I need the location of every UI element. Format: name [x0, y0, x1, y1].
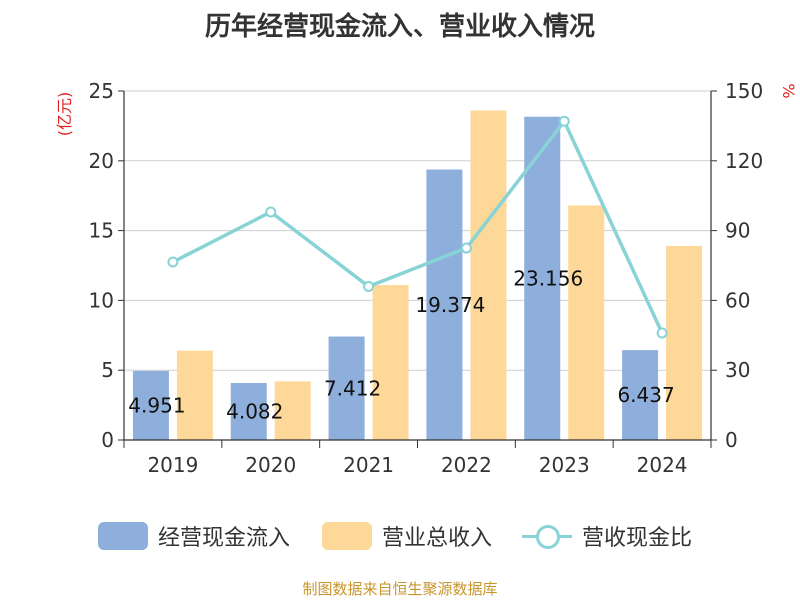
y-left-axis-title: (亿元): [55, 92, 74, 137]
y-right-tick-label: 30: [725, 358, 750, 382]
data-label: 23.156: [513, 266, 583, 290]
x-tick-label: 2020: [245, 453, 296, 477]
bar-revenue-2022: [470, 110, 507, 440]
data-label: 4.951: [128, 393, 185, 417]
legend: 经营现金流入 营业总收入 营收现金比: [0, 516, 800, 556]
y-right-tick-label: 90: [725, 219, 750, 243]
x-tick-label: 2019: [147, 453, 198, 477]
bar-cash-inflow-2019: [132, 370, 169, 440]
bar-cash-inflow-2023: [524, 116, 561, 440]
legend-item-cash-ratio[interactable]: 营收现金比: [522, 516, 692, 556]
point-cash-ratio-2023: [558, 115, 570, 127]
y-right-tick-label: 0: [725, 428, 738, 452]
bar-cash-inflow-2021: [328, 336, 365, 440]
bar-cash-inflow-2024: [622, 350, 659, 440]
y-left-tick-label: 20: [89, 149, 114, 173]
line-cash-ratio: [172, 119, 664, 334]
y-right-tick-label: 120: [725, 149, 763, 173]
legend-swatch-cash-inflow: [98, 522, 148, 550]
y-left-tick-label: 0: [101, 428, 114, 452]
x-tick-label: 2022: [441, 453, 492, 477]
bar-revenue-2019: [176, 350, 213, 440]
bar-cash-inflow-2020: [230, 383, 267, 440]
legend-label-cash-inflow: 经营现金流入: [158, 526, 291, 551]
bar-revenue-2024: [666, 245, 703, 440]
source-note: 制图数据来自恒生聚源数据库: [302, 580, 498, 598]
data-label: 4.082: [226, 400, 283, 424]
legend-label-revenue: 营业总收入: [382, 526, 493, 551]
x-tick-label: 2023: [539, 453, 590, 477]
x-tick-label: 2021: [343, 453, 394, 477]
y-left-tick-label: 25: [89, 79, 114, 103]
y-left-tick-label: 15: [89, 219, 114, 243]
y-right-axis-title: %: [779, 83, 798, 98]
point-cash-ratio-2021: [363, 280, 375, 292]
bar-cash-inflow-2022: [426, 169, 463, 441]
data-label: 7.412: [324, 376, 381, 400]
legend-item-revenue[interactable]: 营业总收入: [322, 516, 492, 556]
x-tick-label: 2024: [637, 453, 688, 477]
chart-title: 历年经营现金流入、营业收入情况: [204, 12, 595, 42]
point-cash-ratio-2024: [656, 327, 668, 339]
y-left-tick-label: 10: [89, 288, 114, 312]
legend-swatch-revenue: [322, 522, 372, 550]
point-cash-ratio-2020: [265, 206, 277, 218]
bar-revenue-2021: [372, 285, 409, 440]
data-label: 19.374: [415, 293, 485, 317]
legend-line-marker: [522, 522, 572, 550]
y-right-tick-label: 60: [725, 288, 750, 312]
point-cash-ratio-2022: [460, 242, 472, 254]
bar-revenue-2020: [274, 381, 311, 440]
data-label: 6.437: [617, 383, 674, 407]
y-right-tick-label: 150: [725, 79, 763, 103]
legend-label-cash-ratio: 营收现金比: [582, 526, 693, 551]
legend-item-cash-inflow[interactable]: 经营现金流入: [98, 516, 290, 556]
bar-revenue-2023: [568, 205, 605, 440]
point-cash-ratio-2019: [167, 256, 179, 268]
y-left-tick-label: 5: [101, 358, 114, 382]
